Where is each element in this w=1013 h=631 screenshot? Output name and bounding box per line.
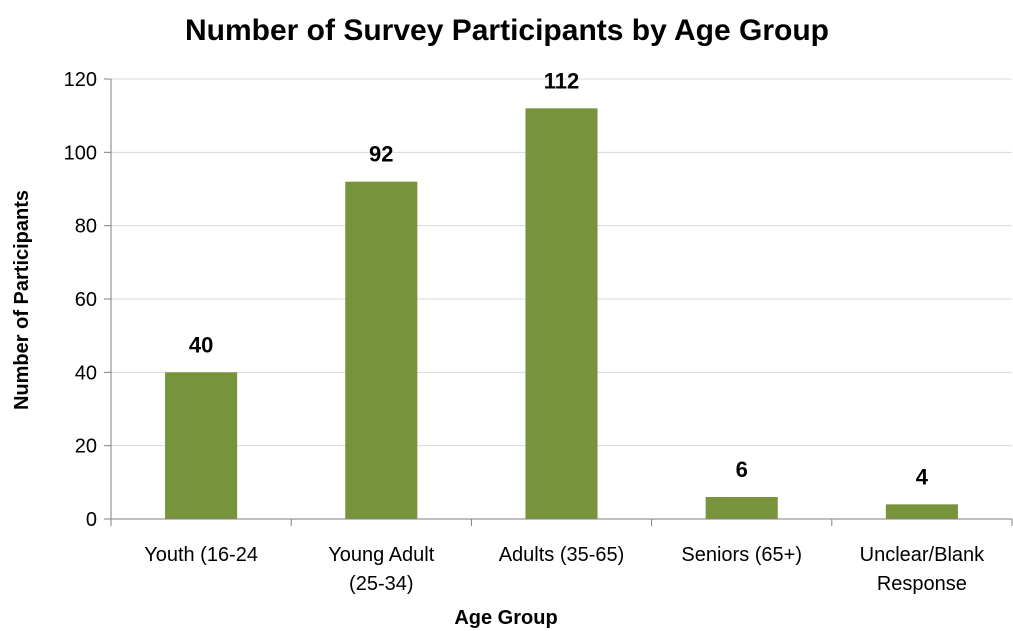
bars	[165, 108, 958, 519]
bar	[165, 372, 238, 519]
x-tick-label: Youth (16-24	[144, 544, 258, 566]
y-tick-label: 80	[75, 216, 97, 238]
data-label: 92	[369, 142, 393, 167]
y-tick-labels: 0 20 40 60 80 100 120	[64, 69, 97, 531]
axes	[104, 78, 1013, 526]
x-tick-label: Adults (35-65)	[499, 544, 625, 566]
data-label: 4	[916, 464, 929, 489]
data-label: 40	[189, 332, 213, 357]
bar	[885, 504, 958, 519]
chart-title: Number of Survey Participants by Age Gro…	[185, 14, 829, 47]
x-tick-label: Unclear/Blank Response	[860, 544, 986, 595]
y-tick-label: 120	[64, 69, 97, 91]
x-tick-label: Young Adult (25-34)	[328, 544, 434, 595]
data-labels: 40 92 112 6 4	[189, 68, 929, 489]
y-tick-label: 0	[86, 509, 97, 531]
bar	[345, 181, 418, 519]
y-tick-label: 60	[75, 289, 97, 311]
y-axis-title: Number of Participants	[11, 190, 33, 410]
x-tick-label: Seniors (65+)	[681, 544, 802, 566]
data-label: 6	[736, 457, 748, 482]
data-label: 112	[544, 68, 580, 93]
y-tick-label: 100	[64, 142, 97, 164]
y-tick-label: 20	[75, 436, 97, 458]
bar	[525, 108, 598, 519]
x-axis-title: Age Group	[454, 607, 557, 629]
bar	[705, 497, 778, 519]
x-tick-labels: Youth (16-24 Young Adult (25-34) Adults (35…	[144, 544, 985, 595]
y-tick-label: 40	[75, 362, 97, 384]
